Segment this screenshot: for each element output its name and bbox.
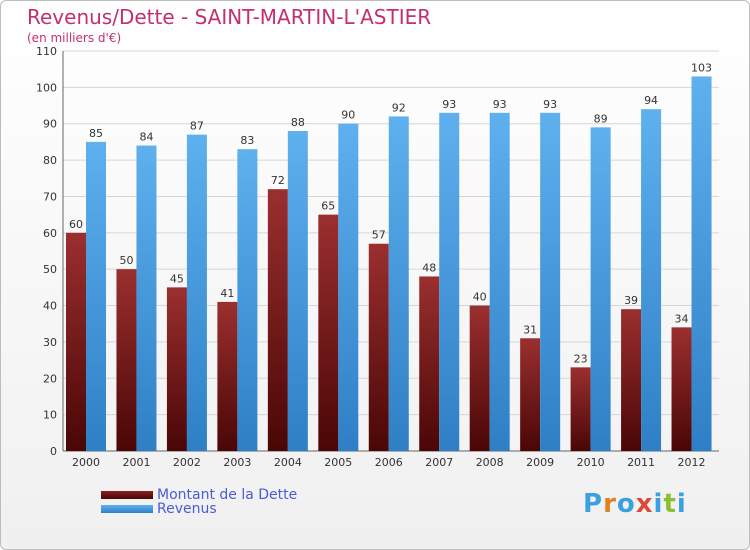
value-label-revenue: 84 xyxy=(139,131,153,144)
value-label-debt: 34 xyxy=(675,312,689,325)
value-label-debt: 40 xyxy=(473,291,487,304)
x-tick-label: 2005 xyxy=(324,456,352,469)
value-label-debt: 23 xyxy=(574,352,588,365)
value-label-revenue: 94 xyxy=(644,94,658,107)
value-label-debt: 57 xyxy=(372,229,386,242)
legend-item-debt: Montant de la Dette xyxy=(101,487,297,503)
brand-letter: i xyxy=(676,489,687,519)
value-label-revenue: 93 xyxy=(543,98,557,111)
x-tick-label: 2010 xyxy=(577,456,605,469)
bar-debt xyxy=(520,338,541,451)
value-label-debt: 65 xyxy=(321,200,335,213)
value-label-revenue: 90 xyxy=(341,109,355,122)
y-tick-label: 40 xyxy=(43,300,57,313)
value-label-revenue: 103 xyxy=(691,61,712,74)
x-tick-label: 2011 xyxy=(627,456,655,469)
bar-revenue xyxy=(439,112,460,452)
legend-swatch-debt xyxy=(101,491,153,499)
value-label-revenue: 88 xyxy=(291,116,305,129)
value-label-revenue: 93 xyxy=(442,98,456,111)
bar-revenue xyxy=(287,131,308,451)
y-tick-label: 50 xyxy=(43,263,57,276)
bar-debt xyxy=(469,305,490,451)
value-label-debt: 48 xyxy=(422,261,436,274)
legend-swatch-revenue xyxy=(101,505,153,513)
value-label-debt: 31 xyxy=(523,323,537,336)
x-tick-label: 2003 xyxy=(223,456,251,469)
bar-revenue xyxy=(136,145,157,451)
chart-subtitle: (en milliers d'€) xyxy=(27,31,122,45)
x-tick-label: 2001 xyxy=(122,456,150,469)
bar-debt xyxy=(570,367,591,451)
x-tick-label: 2009 xyxy=(526,456,554,469)
bar-debt xyxy=(116,269,137,451)
brand-letter: x xyxy=(635,489,654,519)
y-tick-label: 110 xyxy=(36,45,57,58)
x-tick-label: 2002 xyxy=(173,456,201,469)
value-label-revenue: 85 xyxy=(89,127,103,140)
value-label-debt: 41 xyxy=(220,287,234,300)
brand-letter: P xyxy=(583,489,604,519)
bar-debt xyxy=(621,309,642,451)
bar-debt xyxy=(66,232,86,451)
value-label-revenue: 92 xyxy=(392,101,406,114)
legend-item-revenue: Revenus xyxy=(101,501,217,517)
value-label-debt: 39 xyxy=(624,294,638,307)
chart-title: Revenus/Dette - SAINT-MARTIN-L'ASTIER xyxy=(27,5,432,29)
y-tick-label: 90 xyxy=(43,118,57,131)
y-tick-label: 70 xyxy=(43,190,57,203)
bar-debt xyxy=(368,243,389,451)
brand-letter: t xyxy=(663,489,677,519)
x-tick-label: 2012 xyxy=(678,456,706,469)
bar-revenue xyxy=(641,109,662,451)
bar-revenue xyxy=(86,141,106,451)
bar-debt xyxy=(419,276,440,451)
bar-revenue xyxy=(489,112,510,452)
x-tick-label: 2007 xyxy=(425,456,453,469)
y-tick-label: 20 xyxy=(43,372,57,385)
bar-revenue xyxy=(237,149,258,451)
value-label-debt: 60 xyxy=(69,218,83,231)
bar-debt xyxy=(166,287,187,451)
x-tick-label: 2004 xyxy=(274,456,302,469)
x-tick-label: 2000 xyxy=(72,456,100,469)
x-tick-label: 2006 xyxy=(375,456,403,469)
proxiti-logo: Proxiti xyxy=(583,489,687,519)
y-tick-label: 0 xyxy=(50,445,57,458)
bar-revenue xyxy=(186,134,207,452)
y-tick-label: 80 xyxy=(43,154,57,167)
value-label-debt: 72 xyxy=(271,174,285,187)
bar-debt xyxy=(267,189,288,451)
x-tick-label: 2008 xyxy=(476,456,504,469)
value-label-revenue: 83 xyxy=(240,134,254,147)
bar-debt xyxy=(671,327,692,451)
value-label-revenue: 89 xyxy=(594,112,608,125)
y-tick-label: 10 xyxy=(43,409,57,422)
value-label-debt: 50 xyxy=(119,254,133,267)
bar-debt xyxy=(318,214,339,451)
brand-letter: o xyxy=(616,489,636,519)
value-label-revenue: 93 xyxy=(493,98,507,111)
value-label-debt: 45 xyxy=(170,272,184,285)
legend-label-debt: Montant de la Dette xyxy=(157,487,298,503)
brand-letter: r xyxy=(603,489,617,519)
bar-debt xyxy=(217,301,238,451)
y-tick-label: 60 xyxy=(43,227,57,240)
bar-revenue xyxy=(540,112,561,452)
bar-revenue xyxy=(338,123,359,452)
brand-letter: i xyxy=(653,489,664,519)
bar-revenue xyxy=(388,116,409,452)
y-tick-label: 100 xyxy=(36,81,57,94)
y-tick-label: 30 xyxy=(43,336,57,349)
value-label-revenue: 87 xyxy=(190,120,204,133)
bar-revenue xyxy=(590,127,611,451)
legend-label-revenue: Revenus xyxy=(157,501,217,517)
bar-revenue xyxy=(691,76,712,452)
